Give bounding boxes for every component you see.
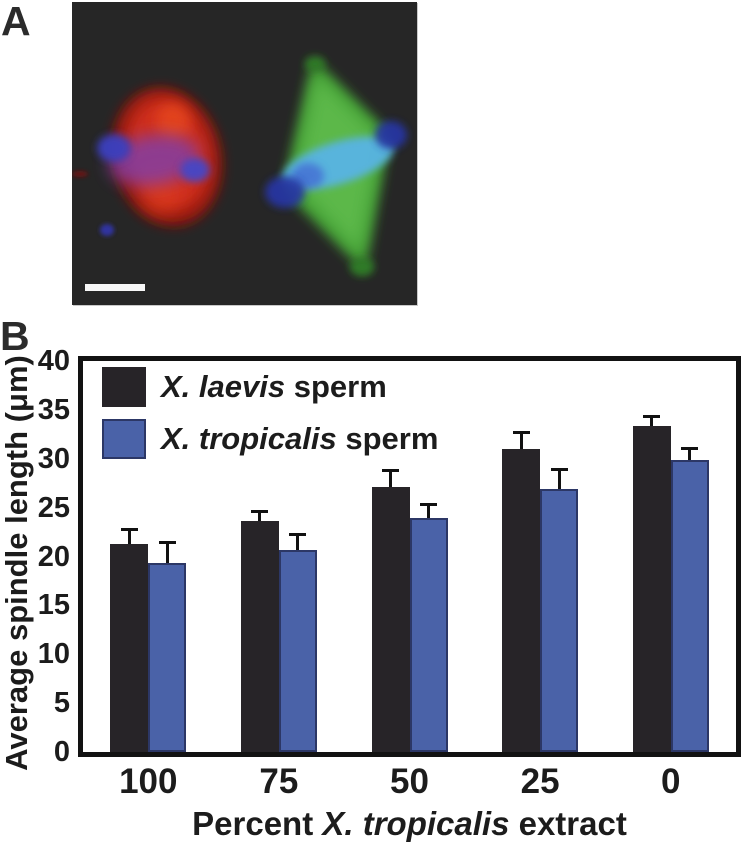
bar-tropicalis-50 (409, 518, 448, 752)
error-bar-cap (550, 467, 568, 471)
error-bar-cap (382, 469, 399, 473)
bar-laevis-75 (240, 521, 279, 752)
y-tick-label: 35 (37, 393, 70, 426)
y-tick-label: 25 (37, 491, 70, 524)
green-spindle-chromatin (265, 121, 407, 208)
bar-laevis-100 (110, 543, 149, 752)
plot-area: X. laevis sperm X. tropicalis sperm (78, 356, 741, 757)
error-bar-cap (251, 509, 269, 513)
error-bar-cap (643, 414, 661, 418)
legend: X. laevis sperm X. tropicalis sperm (102, 367, 438, 471)
error-bar-tropicalis-100 (165, 542, 169, 564)
error-bar-tropicalis-0 (688, 448, 692, 460)
x-tick-label: 50 (390, 762, 429, 801)
panel-a-micrograph (72, 2, 417, 305)
error-bar-tropicalis-50 (427, 504, 430, 519)
scale-bar (85, 284, 145, 291)
error-bar-cap (512, 431, 530, 435)
red-spindle-chromatin (97, 134, 210, 236)
error-bar-cap (681, 446, 699, 450)
panel-a-label: A (1, 0, 31, 44)
error-bar-cap (420, 502, 437, 506)
x-tick-label: 100 (119, 762, 178, 801)
error-bar-laevis-50 (389, 471, 392, 488)
y-tick-label: 5 (53, 687, 70, 720)
error-bar-laevis-25 (519, 433, 523, 449)
spindle-fluorescence-image (72, 2, 417, 305)
bar-tropicalis-25 (540, 489, 579, 752)
legend-label-tropicalis: X. tropicalis sperm (161, 421, 439, 456)
bar-laevis-25 (502, 448, 541, 752)
bar-laevis-50 (371, 487, 410, 752)
y-tick-label: 10 (37, 638, 70, 671)
error-bar-tropicalis-25 (557, 469, 561, 490)
bar-tropicalis-100 (148, 563, 187, 752)
x-tick-label: 25 (520, 762, 560, 801)
y-tick-label: 20 (37, 540, 70, 573)
y-tick-label: 30 (37, 442, 70, 475)
y-tick-label: 15 (37, 589, 70, 622)
error-bar-tropicalis-75 (296, 535, 300, 550)
error-bar-laevis-0 (650, 416, 654, 426)
bar-tropicalis-0 (670, 459, 709, 752)
legend-swatch-laevis (102, 367, 146, 407)
bar-laevis-0 (632, 425, 671, 752)
bar-tropicalis-75 (278, 549, 317, 752)
error-bar-laevis-100 (127, 530, 131, 544)
y-axis-tick-labels: 0 5 10 15 20 25 30 35 40 (22, 0, 70, 800)
legend-item-laevis: X. laevis sperm (102, 367, 438, 407)
legend-item-tropicalis: X. tropicalis sperm (102, 419, 438, 459)
legend-label-laevis: X. laevis sperm (161, 369, 387, 404)
x-tick-label: 75 (259, 762, 299, 801)
x-axis-title: Percent X. tropicalis extract (192, 805, 627, 842)
y-tick-label: 0 (53, 736, 70, 768)
x-tick-label: 0 (660, 762, 681, 801)
error-bar-cap (289, 533, 307, 536)
panel-b-label: B (0, 313, 30, 359)
error-bar-cap (120, 528, 138, 532)
bar-series (83, 361, 736, 752)
error-bar-cap (158, 540, 176, 544)
legend-swatch-tropicalis (102, 419, 146, 459)
y-tick-label: 40 (37, 345, 70, 377)
error-bar-laevis-75 (258, 511, 262, 522)
